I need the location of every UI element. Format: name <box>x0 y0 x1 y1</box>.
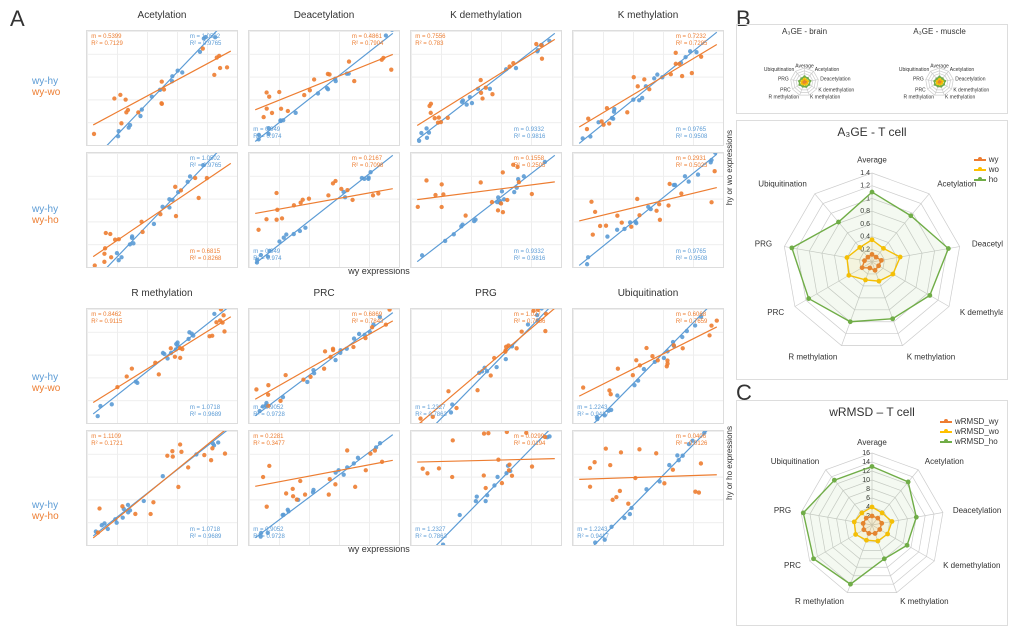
scatter-plot: m = 0.5399 R² = 0.7129m = 1.0502 R² = 0.… <box>86 30 238 146</box>
svg-text:PRC: PRC <box>780 87 791 93</box>
radar-c: wRMSD_wywRMSD_wowRMSD_ho AverageAcetylat… <box>741 421 1003 621</box>
svg-text:PRG: PRG <box>913 77 924 83</box>
scatter-col-title: Acetylation <box>86 10 238 22</box>
svg-text:Average: Average <box>930 63 949 69</box>
scatter-plot: m = 0.4861 R² = 0.7904m = 0.949 R² = 0.9… <box>248 30 400 146</box>
scatter-col-title: R methylation <box>86 288 238 300</box>
scatter-plot: m = 0.6869 R² = 0.7843m = 0.9052 R² = 0.… <box>248 308 400 424</box>
radar-large: wywoho Average Acetylation Deacetylation K … <box>741 141 1003 375</box>
scatter-plot: m = 0.2281 R² = 0.3477m = 0.9052 R² = 0.… <box>248 430 400 546</box>
scatter-plot: m = 0.6068 R² = 0.7659m = 1.2243 R² = 0.… <box>572 308 724 424</box>
svg-text:Ubiquitination: Ubiquitination <box>899 67 930 73</box>
legend-b: wywoho <box>974 155 999 185</box>
panel-b-container: A₃GE - brain AverageAcetylationDeacetyla… <box>736 24 1008 380</box>
svg-text:PRC: PRC <box>784 561 801 570</box>
legend-item: wo <box>974 165 999 174</box>
radar-large-wrap: A₃GE - T cell wywoho Average Acetylation D… <box>736 120 1008 380</box>
radar-large-title: A₃GE - T cell <box>741 125 1003 139</box>
svg-text:PRC: PRC <box>915 87 926 93</box>
svg-text:16: 16 <box>862 450 870 457</box>
svg-text:K methylation: K methylation <box>900 597 948 606</box>
scatter-plot: m = 1.027 R² = 0.7656m = 1.2327 R² = 0.7… <box>410 308 562 424</box>
legend-item: wRMSD_wo <box>940 427 999 436</box>
svg-text:K methylation: K methylation <box>945 94 976 100</box>
svg-text:K demethylation: K demethylation <box>943 561 1000 570</box>
scatter-plot: m = 0.7232 R² = 0.7285m = 0.9765 R² = 0.… <box>572 30 724 146</box>
radar-title-muscle: A₃GE - muscle <box>874 27 1005 36</box>
legend-c: wRMSD_wywRMSD_wowRMSD_ho <box>940 417 999 447</box>
svg-text:PRG: PRG <box>755 239 772 248</box>
svg-text:Deacetylation: Deacetylation <box>972 239 1003 248</box>
scatter-plot: m = 0.2931 R² = 0.5023m = 0.9765 R² = 0.… <box>572 152 724 268</box>
svg-text:K methylation: K methylation <box>810 94 841 100</box>
svg-text:Deacetylation: Deacetylation <box>953 506 1001 515</box>
scatter-plot: m = 0.7556 R² = 0.783m = 0.9332 R² = 0.9… <box>410 30 562 146</box>
row-pair-label: wy-hywy-wo <box>32 76 82 98</box>
radar-small-row: A₃GE - brain AverageAcetylationDeacetyla… <box>736 24 1008 114</box>
radar-small-muscle: A₃GE - muscle AverageAcetylation Deacetyl… <box>874 27 1005 111</box>
svg-text:Acetylation: Acetylation <box>815 67 840 73</box>
scatter-plot: m = 0.1558 R² = 0.2505m = 0.9332 R² = 0.… <box>410 152 562 268</box>
row-pair-label: wy-hywy-ho <box>32 204 82 226</box>
svg-text:PRG: PRG <box>774 506 791 515</box>
radar-small-brain: A₃GE - brain AverageAcetylation Deacetyla… <box>739 27 870 111</box>
scatter-plot: m = 0.2167 R² = 0.7098m = 0.949 R² = 0.9… <box>248 152 400 268</box>
svg-text:Deacetylation: Deacetylation <box>955 77 986 83</box>
svg-text:PRG: PRG <box>778 77 789 83</box>
scatter-col-title: PRC <box>248 288 400 300</box>
svg-text:K demethylation: K demethylation <box>960 308 1003 317</box>
svg-text:Ubiquitination: Ubiquitination <box>764 67 795 73</box>
svg-text:Average: Average <box>795 63 814 69</box>
svg-text:Average: Average <box>857 438 887 447</box>
svg-text:R methylation: R methylation <box>788 352 837 361</box>
row-pair-label: wy-hywy-wo <box>32 372 82 394</box>
scatter-col-title: Ubiquitination <box>572 288 724 300</box>
axis-y-label: hy or wo expressions <box>725 130 734 205</box>
panel-a-container: wy-hywy-wowy-hywy-hohy or wo expressions… <box>34 10 724 566</box>
svg-text:PRC: PRC <box>767 308 784 317</box>
axis-y-label: hy or ho expressions <box>725 426 734 500</box>
svg-text:R methylation: R methylation <box>903 94 934 100</box>
scatter-plot: m = 0.6815 R² = 0.8268m = 1.0502 R² = 0.… <box>86 152 238 268</box>
svg-text:K demethylation: K demethylation <box>818 87 854 93</box>
svg-text:R methylation: R methylation <box>795 597 844 606</box>
svg-text:1.2: 1.2 <box>860 183 870 190</box>
svg-text:Deacetylation: Deacetylation <box>820 77 851 83</box>
svg-text:K demethylation: K demethylation <box>953 87 989 93</box>
svg-text:R methylation: R methylation <box>768 94 799 100</box>
scatter-plot: m = 1.1109 R² = 0.1721m = 1.0718 R² = 0.… <box>86 430 238 546</box>
scatter-col-title: Deacetylation <box>248 10 400 22</box>
svg-text:Acetylation: Acetylation <box>925 457 964 466</box>
panel-c-container: wRMSD – T cell wRMSD_wywRMSD_wowRMSD_ho … <box>736 400 1008 626</box>
svg-text:1.4: 1.4 <box>860 170 870 177</box>
scatter-plot: m = 0.0406 R² = 0.0126m = 1.2243 R² = 0.… <box>572 430 724 546</box>
svg-text:Ubiquitination: Ubiquitination <box>771 457 819 466</box>
legend-item: wy <box>974 155 999 164</box>
scatter-col-title: K methylation <box>572 10 724 22</box>
legend-item: wRMSD_wy <box>940 417 999 426</box>
scatter-col-title: PRG <box>410 288 562 300</box>
radar-title-brain: A₃GE - brain <box>739 27 870 36</box>
svg-text:K methylation: K methylation <box>907 352 955 361</box>
svg-text:14: 14 <box>862 459 870 466</box>
legend-item: wRMSD_ho <box>940 437 999 446</box>
row-pair-label: wy-hywy-ho <box>32 500 82 522</box>
scatter-col-title: K demethylation <box>410 10 562 22</box>
svg-text:Average: Average <box>857 156 887 165</box>
scatter-plot: m = 0.0299 R² = 0.0194m = 1.2327 R² = 0.… <box>410 430 562 546</box>
svg-text:Acetylation: Acetylation <box>950 67 975 73</box>
scatter-plot: m = 0.8462 R² = 0.9115m = 1.0718 R² = 0.… <box>86 308 238 424</box>
legend-item: ho <box>974 175 999 184</box>
svg-text:Acetylation: Acetylation <box>937 179 976 188</box>
svg-text:Ubiquitination: Ubiquitination <box>758 179 806 188</box>
panel-label-a: A <box>10 6 25 32</box>
